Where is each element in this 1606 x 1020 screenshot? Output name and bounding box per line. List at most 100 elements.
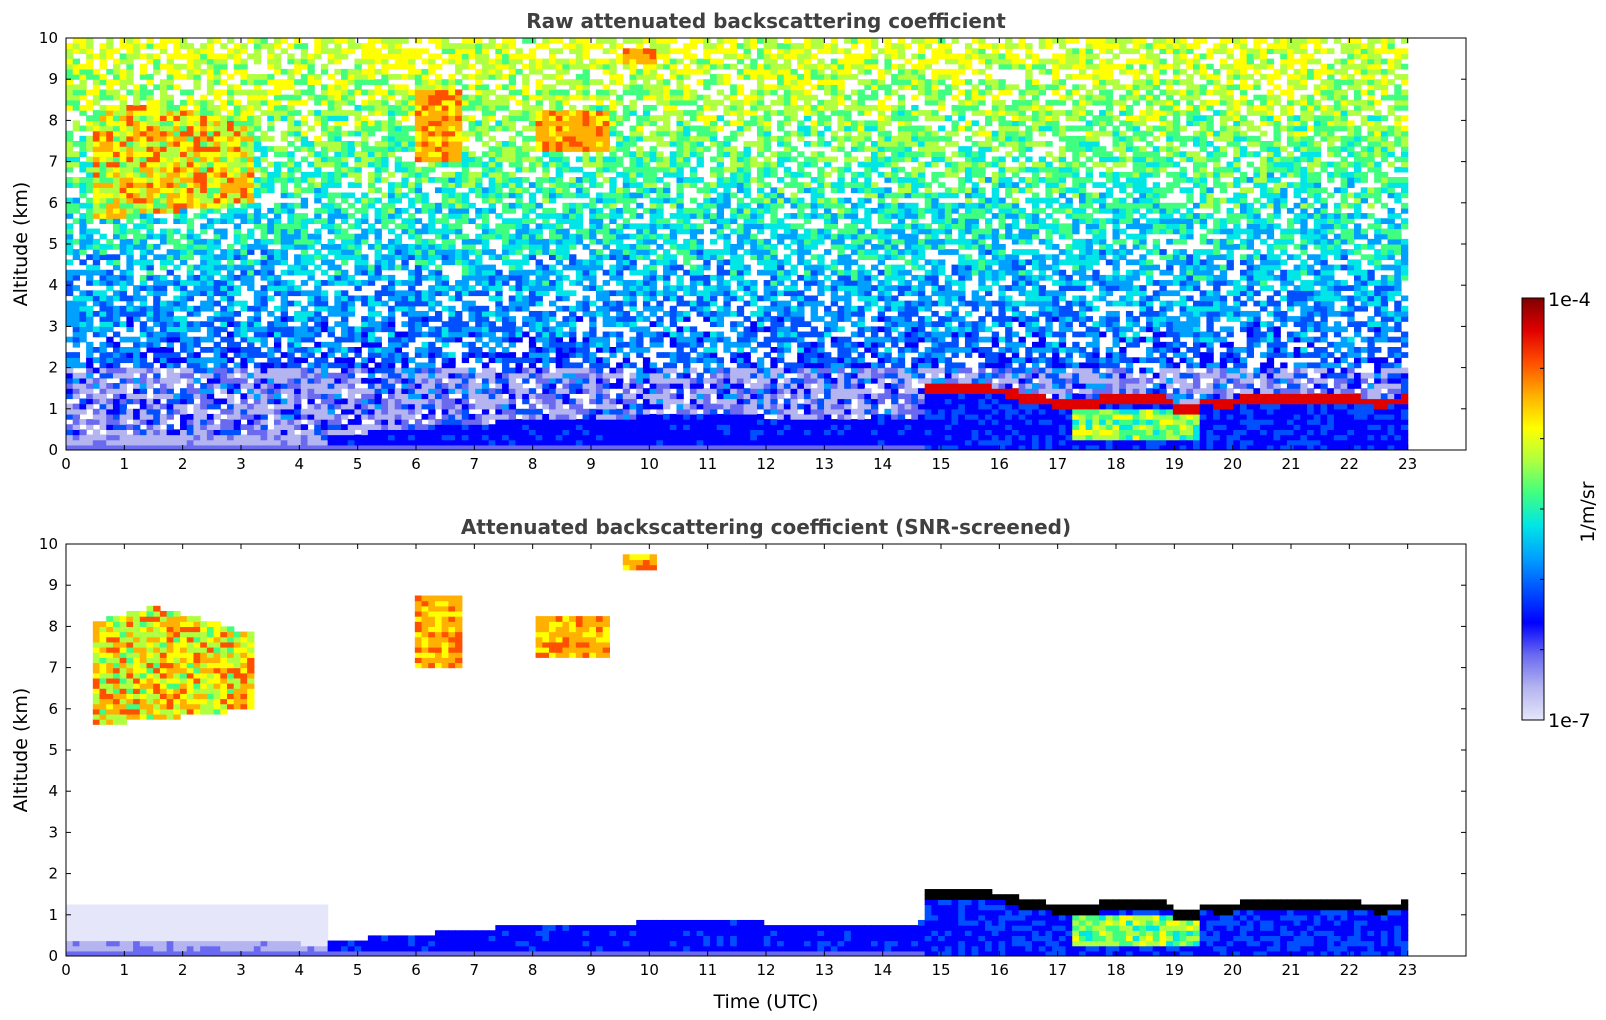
heatmap-cell — [414, 372, 423, 379]
heatmap-cell — [481, 408, 490, 415]
heatmap-cell — [146, 94, 154, 101]
heatmap-cell — [247, 383, 255, 389]
heatmap-cell — [448, 125, 456, 132]
heatmap-cell — [569, 362, 577, 369]
heatmap-cell — [528, 68, 537, 75]
heatmap-cell — [522, 99, 530, 106]
heatmap-cell — [153, 171, 161, 178]
heatmap-cell — [139, 223, 148, 230]
heatmap-cell — [320, 94, 329, 101]
heatmap-cell — [555, 321, 564, 327]
heatmap-cell — [354, 347, 362, 353]
heatmap-cell — [421, 130, 429, 137]
heatmap-cell — [72, 331, 81, 338]
heatmap-cell — [388, 305, 396, 312]
heatmap-cell — [528, 197, 537, 204]
heatmap-cell — [555, 244, 564, 250]
heatmap-cell — [562, 58, 570, 65]
heatmap-cell — [314, 393, 322, 400]
heatmap-cell — [247, 424, 255, 430]
heatmap-cell — [595, 110, 604, 116]
heatmap-cell — [575, 218, 584, 224]
heatmap-cell — [528, 367, 537, 374]
heatmap-cell — [267, 53, 275, 60]
heatmap-cell — [213, 244, 221, 250]
heatmap-cell — [562, 408, 570, 415]
heatmap-cell — [374, 171, 382, 178]
heatmap-cell — [394, 336, 403, 343]
heatmap-cell — [166, 202, 174, 209]
heatmap-cell — [213, 357, 221, 364]
heatmap-cell — [502, 228, 510, 235]
heatmap-cell — [86, 74, 94, 80]
heatmap-cell — [488, 336, 496, 343]
heatmap-cell — [159, 197, 168, 204]
heatmap-cell — [240, 336, 248, 343]
heatmap-cell — [354, 130, 362, 137]
heatmap-cell — [595, 156, 604, 163]
heatmap-cell — [388, 393, 396, 400]
heatmap-cell — [294, 38, 302, 44]
heatmap-cell — [139, 254, 148, 261]
heatmap-cell — [206, 398, 215, 405]
heatmap-cell — [589, 58, 597, 65]
heatmap-cell — [126, 43, 134, 49]
heatmap-cell — [481, 99, 490, 106]
heatmap-cell — [206, 161, 215, 168]
heatmap-cell — [173, 393, 181, 400]
heatmap-cell — [602, 295, 610, 302]
heatmap-cell — [334, 347, 342, 353]
heatmap-cell — [455, 110, 463, 116]
heatmap-cell — [86, 135, 94, 142]
heatmap-cell — [253, 408, 262, 415]
heatmap-cell — [119, 182, 127, 188]
heatmap-cell — [99, 393, 107, 400]
heatmap-cell — [220, 89, 228, 96]
heatmap-cell — [106, 259, 114, 266]
heatmap-cell — [139, 146, 148, 152]
heatmap-cell — [394, 223, 403, 230]
heatmap-cell — [307, 300, 315, 307]
heatmap-cell — [200, 182, 208, 188]
heatmap-cell — [367, 177, 376, 183]
heatmap-cell — [133, 285, 141, 291]
heatmap-cell — [213, 38, 221, 44]
heatmap-cell — [126, 38, 134, 44]
heatmap-cell — [582, 171, 590, 178]
heatmap-cell — [461, 444, 470, 450]
heatmap-cell — [314, 218, 322, 224]
heatmap-cell — [381, 419, 389, 425]
heatmap-cell — [112, 104, 121, 111]
heatmap-cell — [240, 120, 248, 127]
heatmap-cell — [260, 264, 268, 271]
heatmap-cell — [414, 388, 423, 394]
heatmap-cell — [367, 331, 376, 338]
heatmap-cell — [314, 264, 322, 271]
heatmap-cell — [535, 58, 543, 65]
heatmap-cell — [280, 79, 288, 85]
heatmap-cell — [133, 367, 141, 374]
heatmap-cell — [112, 187, 121, 194]
heatmap-cell — [253, 156, 262, 163]
heatmap-cell — [200, 444, 208, 450]
heatmap-cell — [589, 161, 597, 168]
heatmap-cell — [549, 429, 557, 436]
heatmap-cell — [434, 79, 443, 85]
heatmap-cell — [528, 63, 537, 70]
heatmap-cell — [180, 305, 188, 312]
heatmap-cell — [528, 120, 537, 127]
heatmap-cell — [240, 146, 248, 152]
heatmap-cell — [542, 238, 550, 245]
heatmap-cell — [341, 408, 349, 415]
heatmap-cell — [180, 398, 188, 405]
heatmap-cell — [186, 377, 195, 384]
heatmap-cell — [582, 408, 590, 415]
heatmap-cell — [86, 68, 94, 75]
heatmap-cell — [206, 444, 215, 450]
heatmap-cell — [347, 238, 356, 245]
heatmap-cell — [287, 372, 295, 379]
heatmap-cell — [200, 43, 208, 49]
heatmap-cell — [99, 444, 107, 450]
heatmap-cell — [555, 218, 564, 224]
heatmap-cell — [542, 166, 550, 173]
